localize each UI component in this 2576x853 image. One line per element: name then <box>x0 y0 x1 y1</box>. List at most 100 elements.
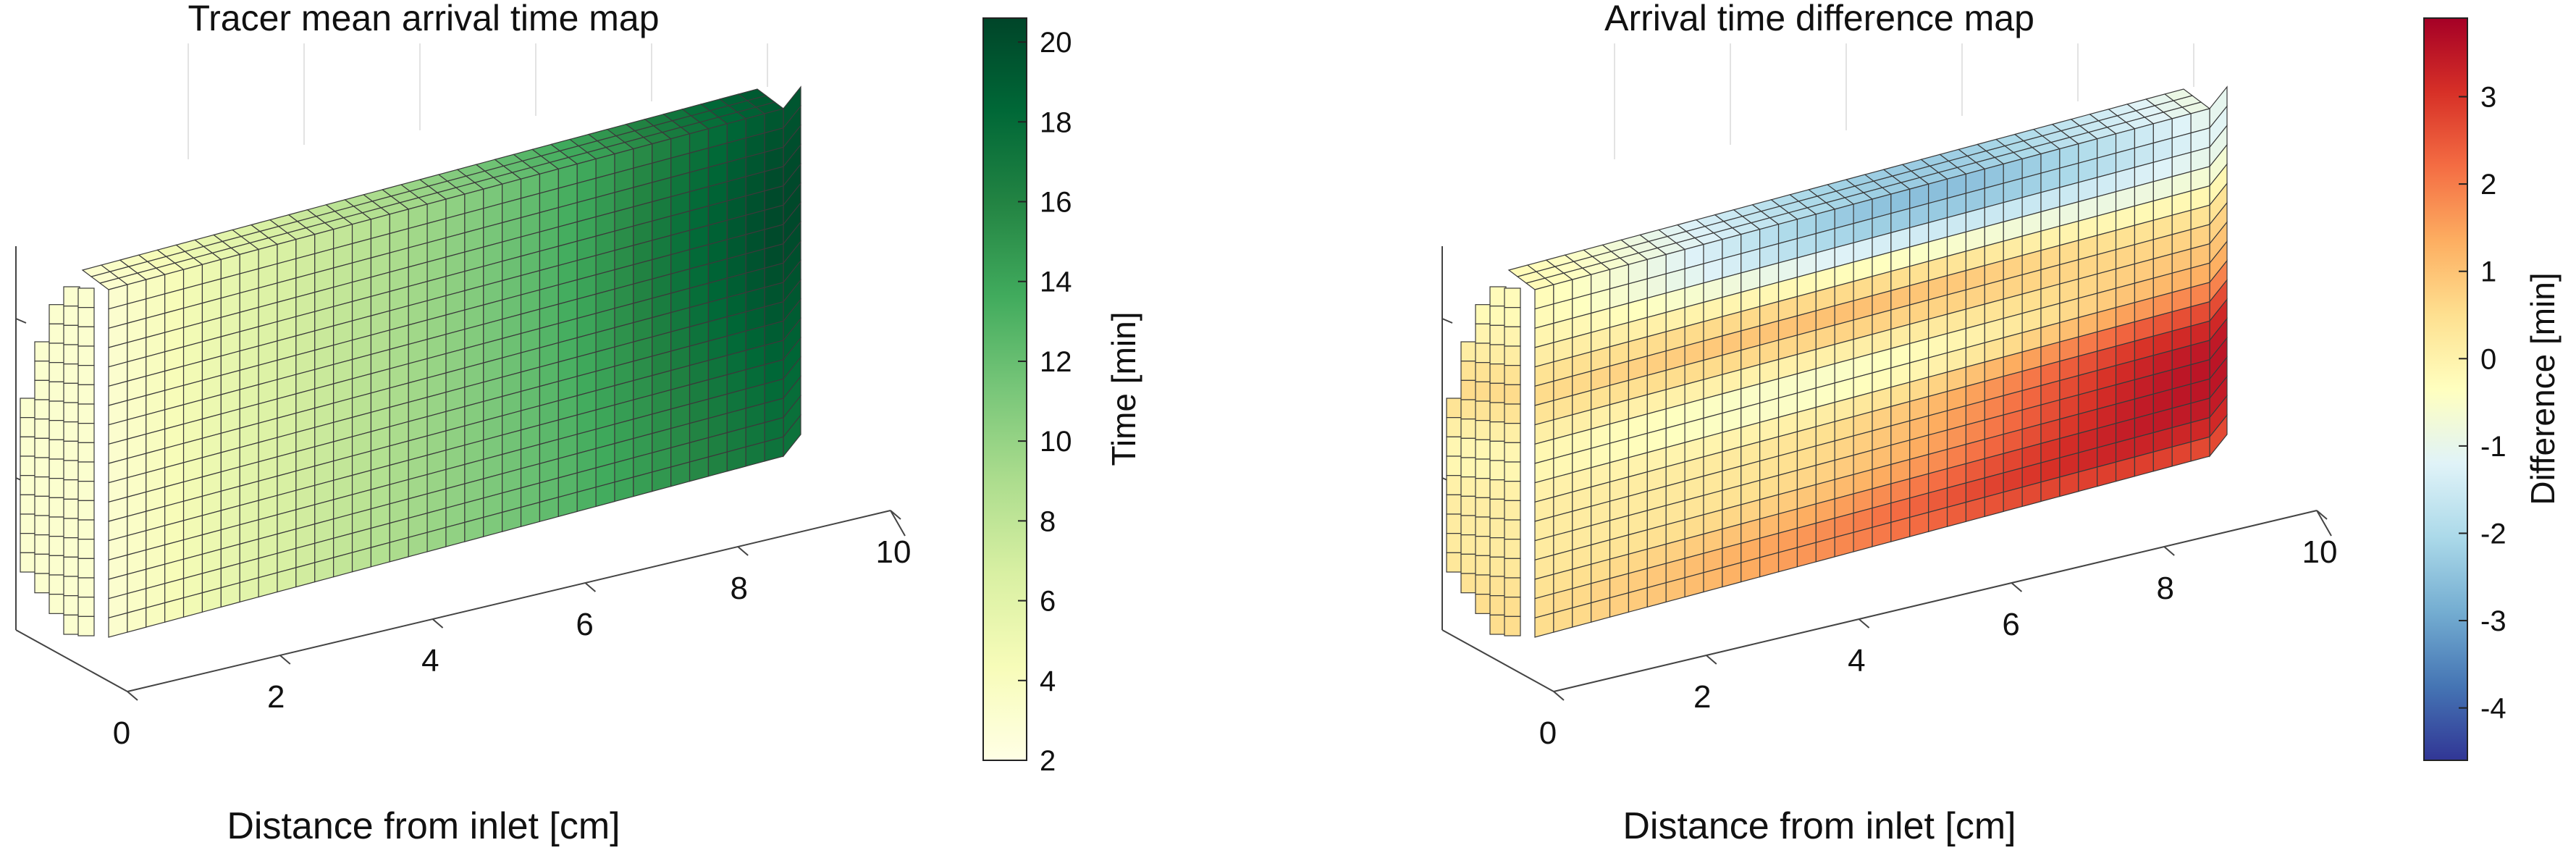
cap-voxel <box>1446 417 1463 437</box>
cap-voxel <box>1475 420 1492 440</box>
cap-voxel <box>77 442 95 463</box>
cap-voxel <box>1504 558 1521 579</box>
cap-voxel <box>1475 594 1492 614</box>
x-axis-line <box>127 510 891 692</box>
cap-voxel <box>20 398 37 419</box>
x-tick-label: 2 <box>1693 679 1711 715</box>
cap-voxel <box>49 362 66 382</box>
x-tick-label: 0 <box>113 715 130 751</box>
cap-voxel <box>1460 495 1478 516</box>
cap-voxel <box>63 498 80 519</box>
cap-voxel <box>1460 437 1478 458</box>
p2-title: Arrival time difference map <box>1604 0 2034 38</box>
p2-x-axis-label: Distance from inlet [cm] <box>1622 805 2016 847</box>
cap-voxel <box>34 419 51 439</box>
cap-voxel <box>63 364 80 384</box>
cap-voxel <box>1489 286 1507 307</box>
cap-voxel <box>1475 478 1492 498</box>
colorbar-tick-label: -2 <box>2480 518 2506 550</box>
p2-x-tick-labels: 0 2 4 6 8 10 <box>1539 510 2338 751</box>
cap-voxel <box>1475 458 1492 479</box>
cap-voxel <box>1504 519 1521 540</box>
colorbar-tick-label: 12 <box>1040 346 1072 378</box>
cap-voxel <box>34 534 51 555</box>
cap-voxel <box>49 400 66 421</box>
cap-voxel <box>77 539 95 559</box>
cap-voxel <box>1504 539 1521 559</box>
cap-voxel <box>1475 555 1492 576</box>
p1-voxel-block <box>20 85 801 638</box>
colorbar-tick-label: 14 <box>1040 266 1072 298</box>
cap-voxel <box>49 594 66 614</box>
cap-voxel <box>1489 382 1507 403</box>
cap-voxel <box>1489 556 1507 577</box>
colorbar-tick-label: 16 <box>1040 186 1072 218</box>
cap-voxel <box>1460 515 1478 536</box>
p2-colorbar-ramp <box>2423 17 2468 761</box>
cap-voxel <box>1475 400 1492 421</box>
cap-voxel <box>77 307 95 327</box>
cap-voxel <box>77 423 95 443</box>
x-axis-line <box>1553 510 2318 692</box>
cap-voxel <box>1446 436 1463 457</box>
cap-voxel <box>20 475 37 495</box>
colorbar-tick-label: 1 <box>2480 256 2496 288</box>
cap-voxel <box>1489 595 1507 615</box>
cap-voxel <box>77 384 95 405</box>
cap-voxel <box>77 558 95 579</box>
x-tick-mark <box>737 546 749 556</box>
x-tick-label: 4 <box>1848 643 1865 678</box>
cap-voxel <box>1475 381 1492 402</box>
colorbar-tick-label: 3 <box>2480 82 2496 114</box>
x-tick-label: 10 <box>876 534 912 570</box>
cap-voxel <box>1504 326 1521 347</box>
y-axis-line <box>15 629 128 692</box>
cap-voxel <box>49 343 66 364</box>
cap-voxel <box>1460 419 1478 439</box>
cap-voxel <box>63 344 80 365</box>
cap-voxel <box>63 518 80 539</box>
cap-voxel <box>1504 423 1521 443</box>
cap-voxel <box>20 455 37 476</box>
cap-voxel <box>77 615 95 636</box>
p1-colorbar-label: Time [min] <box>1105 312 1142 466</box>
cap-voxel <box>1475 304 1492 324</box>
front-voxel <box>2190 436 2210 462</box>
cap-voxel <box>1504 384 1521 405</box>
p1-colorbar: 2 4 6 8 10 12 14 16 18 20 Time [min] <box>982 17 1142 777</box>
cap-voxel <box>1446 494 1463 515</box>
cap-voxel <box>1504 403 1521 424</box>
cap-voxel <box>63 306 80 326</box>
cap-voxel <box>49 536 66 556</box>
cap-voxel <box>34 361 51 381</box>
cap-voxel <box>34 515 51 536</box>
cap-voxel <box>77 461 95 482</box>
cap-voxel <box>1489 364 1507 384</box>
x-axis-end <box>2316 510 2332 537</box>
cap-voxel <box>49 478 66 498</box>
cap-voxel <box>34 437 51 458</box>
cap-voxel <box>34 399 51 420</box>
p2-colorbar-label: Difference [min] <box>2524 272 2562 505</box>
x-tick-mark <box>127 691 138 701</box>
cap-voxel <box>1489 421 1507 442</box>
cap-voxel <box>1475 343 1492 364</box>
cap-voxel <box>77 519 95 540</box>
cap-voxel <box>63 440 80 461</box>
cap-voxel <box>49 458 66 479</box>
x-tick-label: 6 <box>576 607 593 642</box>
cap-voxel <box>77 326 95 347</box>
cap-voxel <box>63 324 80 345</box>
x-axis-end <box>890 510 906 537</box>
x-tick-label: 8 <box>731 571 748 606</box>
cap-voxel <box>1446 398 1463 419</box>
x-tick-label: 10 <box>2302 534 2338 570</box>
cap-voxel <box>20 494 37 515</box>
cap-voxel <box>1504 365 1521 385</box>
cap-voxel <box>49 439 66 460</box>
cap-voxel <box>20 533 37 553</box>
colorbar-tick-label: 10 <box>1040 426 1072 458</box>
colorbar-tick-label: 4 <box>1040 665 1056 697</box>
cap-voxel <box>34 573 51 594</box>
